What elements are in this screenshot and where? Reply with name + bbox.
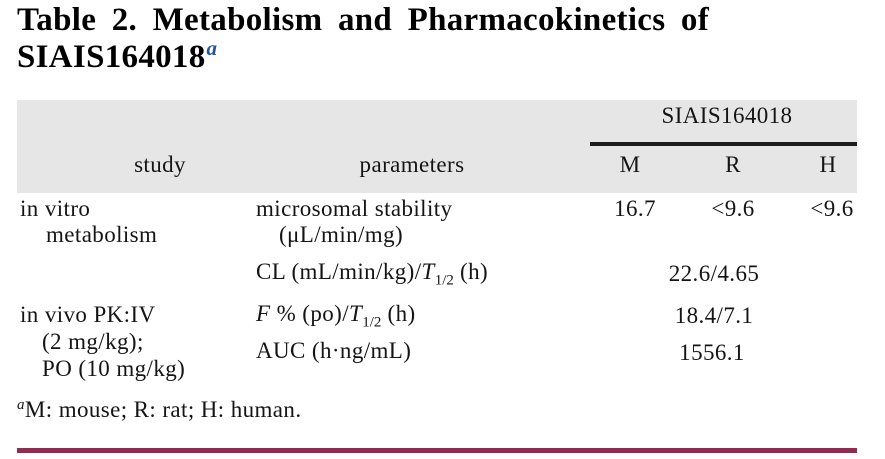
cell-value-auc-merged: 1556.1	[679, 340, 745, 365]
table-title-line2: SIAIS164018a	[17, 36, 218, 76]
table-title-text1: Table 2. Metabolism and Pharmacokinetics…	[17, 2, 710, 38]
table-header-background	[17, 100, 857, 193]
table-title-text2: SIAIS164018	[17, 39, 206, 75]
cell-value-mouse-stability: 16.7	[614, 196, 656, 221]
cell-study-invivo-line1: in vivo PK:IV	[20, 302, 156, 327]
column-header-human: H	[819, 152, 837, 177]
title-footnote-marker: a	[206, 36, 218, 60]
footnote-marker: a	[17, 397, 25, 413]
clearance-label-t: T	[421, 259, 435, 284]
group-header-rule	[590, 142, 857, 146]
cell-value-rat-stability: <9.6	[711, 196, 755, 221]
column-header-mouse: M	[619, 152, 641, 177]
cell-study-invivo-line3: PO (10 mg/kg)	[42, 356, 186, 381]
group-header-compound: SIAIS164018	[661, 103, 793, 128]
cell-param-microsomal-line1: microsomal stability	[256, 196, 453, 221]
bioavailability-label-sub: 1/2	[362, 314, 382, 331]
cell-param-microsomal-line2: (μL/min/mg)	[279, 222, 404, 247]
column-header-parameters: parameters	[359, 152, 465, 177]
bioavailability-label-post: (h)	[381, 301, 416, 326]
bioavailability-label-f: F	[256, 301, 271, 326]
column-header-rat: R	[725, 152, 741, 177]
cell-value-clearance-merged: 22.6/4.65	[668, 261, 760, 286]
bioavailability-label-mid: % (po)/	[270, 301, 350, 326]
bioavailability-label-t: T	[349, 301, 363, 326]
clearance-label-sub: 1/2	[434, 272, 454, 289]
table-bottom-rule	[17, 448, 857, 453]
cell-value-bioavailability-merged: 18.4/7.1	[674, 303, 754, 328]
clearance-label-post: (h)	[453, 259, 489, 284]
cell-param-clearance: CL (mL/min/kg)/T1/2 (h)	[256, 259, 488, 290]
cell-study-invitro-line2: metabolism	[46, 222, 158, 247]
table-title-line1: Table 2. Metabolism and Pharmacokinetics…	[17, 2, 709, 39]
cell-value-human-stability: <9.6	[810, 196, 854, 221]
column-header-study: study	[134, 152, 186, 177]
cell-param-auc: AUC (h·ng/mL)	[256, 338, 412, 363]
cell-study-invitro-line1: in vitro	[20, 196, 91, 221]
table-footnote: aM: mouse; R: rat; H: human.	[17, 397, 301, 423]
cell-param-bioavailability: F % (po)/T1/2 (h)	[256, 301, 416, 332]
footnote-text: M: mouse; R: rat; H: human.	[24, 397, 302, 422]
cell-study-invivo-line2: (2 mg/kg);	[42, 329, 144, 354]
clearance-label-pre: CL (mL/min/kg)/	[256, 259, 422, 284]
